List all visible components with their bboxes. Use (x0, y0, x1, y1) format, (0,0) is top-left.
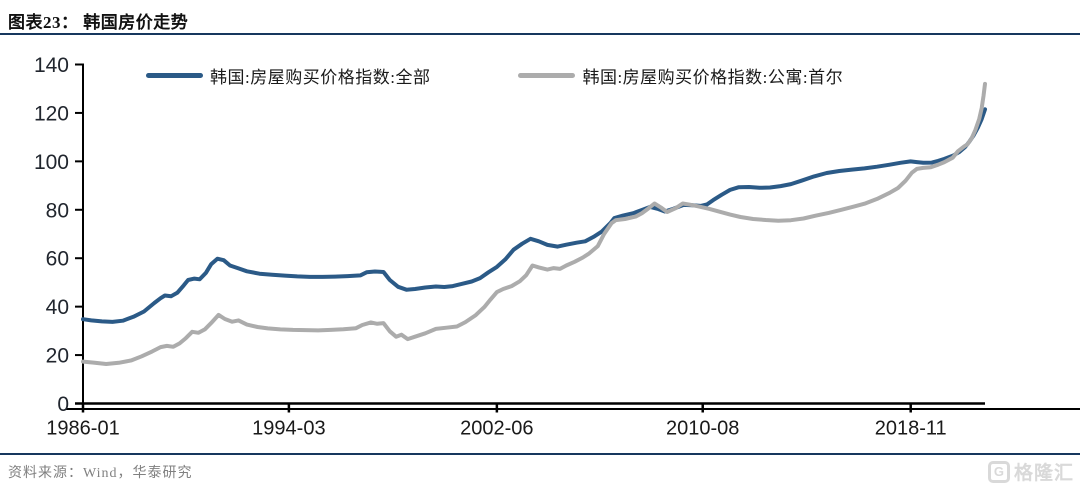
y-tick-label: 0 (57, 393, 69, 416)
y-tick-label: 140 (34, 54, 69, 77)
y-tick-label: 40 (46, 296, 69, 319)
x-tick-label: 2010-08 (666, 418, 739, 440)
legend-item-korea-all: 韩国:房屋购买价格指数:全部 (146, 63, 430, 88)
chart-canvas: 0 20 40 60 80 100 120 140 1986-01 1994-03 2002-06 2… (34, 54, 1080, 440)
x-tick-label: 2002-06 (460, 418, 533, 440)
x-axis-ticks: 1986-01 1994-03 2002-06 2010-08 2018-11 (46, 403, 947, 440)
gelonghui-logo-icon: G (987, 460, 1010, 483)
series-line-korea-all (81, 107, 987, 324)
chart-title: 图表23： 韩国房价走势 (8, 13, 189, 32)
y-tick-label: 100 (34, 151, 69, 174)
x-tick-label: 1994-03 (252, 418, 325, 440)
x-tick-label: 1986-01 (46, 418, 119, 440)
y-tick-label: 60 (46, 248, 69, 271)
x-tick-label: 2018-11 (875, 418, 947, 440)
y-axis-ticks: 0 20 40 60 80 100 120 140 (34, 54, 83, 416)
y-tick-label: 20 (46, 345, 69, 368)
footer-rule (0, 453, 1080, 455)
legend-label-korea-all: 韩国:房屋购买价格指数:全部 (210, 68, 431, 87)
data-source-note: 资料来源：Wind，华泰研究 (8, 466, 193, 481)
gelonghui-logo-text: 格隆汇 (1013, 463, 1074, 484)
gelonghui-logo: G 格隆汇 (987, 458, 1074, 485)
y-tick-label: 80 (46, 199, 69, 222)
legend-line-swatch-gray (518, 73, 576, 78)
chart-legend: 韩国:房屋购买价格指数:全部 韩国:房屋购买价格指数:公寓:首尔 (146, 63, 843, 88)
series-line-seoul-apartment (81, 81, 987, 366)
title-underline-rule (0, 33, 1080, 35)
legend-label-seoul-apartment: 韩国:房屋购买价格指数:公寓:首尔 (582, 68, 844, 87)
y-tick-label: 120 (34, 102, 69, 125)
legend-line-swatch-blue (146, 73, 203, 78)
legend-item-seoul-apartment: 韩国:房屋购买价格指数:公寓:首尔 (518, 63, 843, 88)
